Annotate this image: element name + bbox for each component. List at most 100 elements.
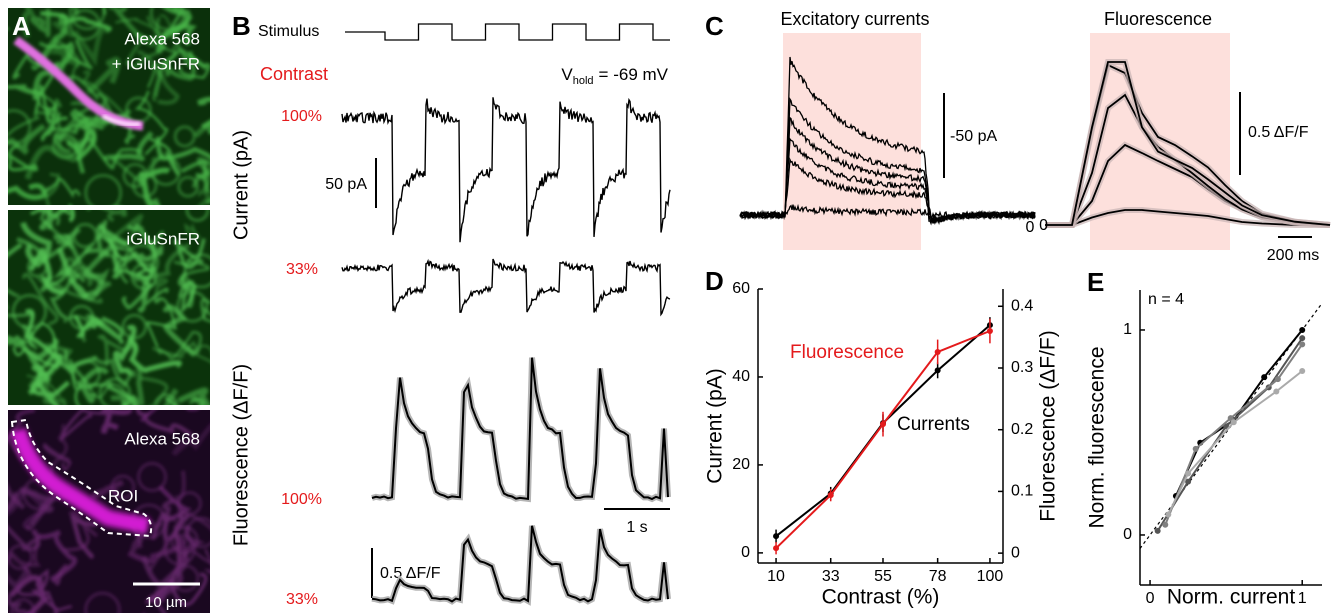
current-trace [341, 97, 671, 243]
y-tick-label: 0 [741, 544, 750, 561]
data-point [986, 327, 993, 334]
texture-cell [149, 8, 186, 31]
texture-fiber [103, 131, 154, 162]
micrograph-alexa [8, 410, 210, 613]
series-label: Fluorescence [790, 342, 904, 363]
texture-fiber [81, 243, 115, 301]
texture-fiber [172, 39, 192, 68]
texture-fiber [8, 491, 20, 511]
label: Alexa 568 [124, 29, 200, 48]
texture-cell [10, 598, 36, 613]
label: 33% [286, 261, 318, 278]
series-line [1167, 370, 1303, 515]
texture-cell [176, 290, 209, 323]
y-tick-label: 0 [1123, 526, 1132, 543]
label: 0.5 ΔF/F [1248, 124, 1309, 141]
data-point [1192, 445, 1199, 452]
label: Excitatory currents [780, 9, 929, 29]
texture-fiber [184, 222, 201, 240]
texture-fiber [68, 210, 75, 223]
data-point [1299, 335, 1306, 342]
data-point [1185, 470, 1192, 477]
label: 0 [1026, 219, 1035, 236]
texture-cell [171, 564, 200, 593]
texture-cell [8, 108, 32, 145]
texture-fiber [175, 470, 210, 530]
texture-fiber [77, 366, 110, 404]
texture-cell [84, 173, 123, 205]
x-axis-label: Contrast (%) [822, 586, 940, 609]
texture-cell [8, 544, 34, 571]
texture-fiber [164, 50, 196, 81]
texture-fiber [40, 116, 68, 142]
texture-cell [131, 172, 158, 199]
texture-fiber [66, 126, 97, 162]
texture [8, 210, 210, 405]
y-tick-label: 20 [732, 456, 750, 473]
panel-letter: E [1087, 267, 1104, 297]
texture-fiber [108, 8, 143, 39]
texture-fiber [159, 9, 193, 41]
texture-fiber [126, 336, 183, 373]
texture-fiber [162, 304, 197, 358]
data-point [1299, 341, 1306, 348]
texture-fiber [8, 183, 48, 201]
texture-fiber [8, 84, 43, 97]
texture-fiber [8, 410, 36, 443]
label: Fluorescence [1104, 9, 1212, 29]
texture-cell [177, 491, 202, 516]
data-point [1154, 527, 1161, 534]
annotation: n = 4 [1148, 291, 1184, 308]
texture-fiber [140, 376, 169, 405]
label: hold [573, 75, 594, 87]
texture-cell [98, 377, 132, 405]
texture-fiber [31, 529, 78, 582]
data-point [934, 348, 941, 355]
texture-fiber [40, 243, 95, 293]
label: ROI [108, 486, 138, 505]
data-point [1162, 521, 1169, 528]
texture-cell [123, 243, 160, 280]
label: Stimulus [258, 23, 319, 40]
texture-fiber [80, 70, 132, 122]
label: 0 [1039, 217, 1048, 234]
texture-cell [51, 132, 79, 160]
texture-fiber [63, 511, 98, 552]
texture-fiber [37, 210, 53, 215]
current-trace [739, 56, 1036, 223]
texture-fiber [188, 397, 206, 405]
texture-cell [110, 474, 136, 500]
dendrite-core [102, 114, 141, 127]
y-axis-label: Norm. fluorescence [1086, 346, 1109, 528]
texture-fiber [121, 278, 155, 310]
data-point [1227, 415, 1234, 422]
series-line [775, 330, 991, 549]
data-point [773, 545, 780, 552]
texture-fiber [69, 359, 82, 405]
label: iGluSnFR [126, 229, 200, 248]
texture-fiber [152, 340, 198, 359]
texture-fiber [99, 410, 133, 434]
texture-fiber [8, 553, 31, 589]
texture-fiber [52, 563, 69, 586]
texture-fiber [110, 368, 145, 405]
texture-cell [130, 262, 158, 291]
dendrite [10, 427, 150, 534]
texture-cell [121, 313, 148, 340]
fluorescence-trace [1045, 61, 1331, 226]
texture-fiber [127, 222, 164, 262]
texture-fiber [58, 256, 93, 288]
texture-fiber [189, 344, 210, 363]
texture-fiber [22, 273, 59, 326]
panel-letter: B [232, 11, 251, 41]
texture-fiber [98, 225, 128, 279]
label: = -69 mV [599, 65, 669, 84]
texture-fiber [39, 210, 69, 231]
fluorescence-trace [371, 357, 669, 501]
roi-outline [10, 418, 153, 538]
texture-fiber [198, 171, 210, 200]
texture-fiber [86, 56, 121, 94]
texture-fiber [107, 384, 140, 405]
